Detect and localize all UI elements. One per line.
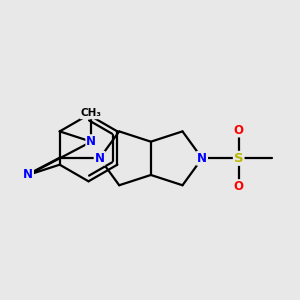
Text: S: S (234, 152, 244, 165)
Text: N: N (94, 152, 105, 165)
Text: N: N (197, 152, 207, 165)
Text: O: O (234, 124, 244, 136)
Text: N: N (86, 135, 96, 148)
Text: O: O (234, 180, 244, 193)
Text: N: N (23, 169, 33, 182)
Text: CH₃: CH₃ (81, 108, 102, 118)
